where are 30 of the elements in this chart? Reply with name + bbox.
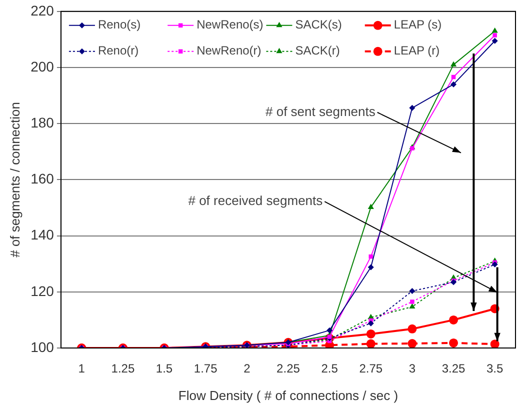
annotation: # of received segments <box>188 193 324 208</box>
legend-label: SACK(r) <box>295 44 340 58</box>
x-tick-label: 1.5 <box>156 362 173 376</box>
y-tick-label: 100 <box>30 338 54 355</box>
x-axis-title: Flow Density ( # of connections / sec ) <box>178 388 398 403</box>
legend-label: SACK(s) <box>295 18 342 32</box>
y-tick-label: 180 <box>30 114 54 130</box>
annotation: # of sent segments <box>266 104 376 119</box>
x-tick-label: 1 <box>78 362 86 376</box>
x-tick-label: 3 <box>408 362 416 376</box>
y-axis-title: # of segments / connection <box>7 102 22 258</box>
x-tick-label: 2.25 <box>276 362 300 376</box>
legend-label: NewReno(r) <box>196 44 262 58</box>
y-tick-label: 200 <box>30 58 54 74</box>
legend-label: NewReno(s) <box>196 18 264 32</box>
legend-label: Reno(s) <box>98 18 141 32</box>
x-tick-label: 2 <box>244 362 251 376</box>
x-tick-label: 2.75 <box>359 362 383 376</box>
legend-label: LEAP (s) <box>394 18 442 32</box>
y-tick-label: 160 <box>30 170 54 187</box>
y-tick-label: 120 <box>30 282 54 299</box>
x-tick-label: 1.75 <box>194 362 218 376</box>
x-tick-label: 3.25 <box>442 362 466 376</box>
y-tick-label: 220 <box>30 2 54 18</box>
legend-label: Reno(r) <box>98 44 139 58</box>
x-tick-label: 2.5 <box>321 362 338 376</box>
x-tick-label: 3.5 <box>486 362 504 376</box>
x-tick-label: 1.25 <box>111 362 135 376</box>
y-tick-label: 140 <box>30 226 54 243</box>
legend-label: LEAP (r) <box>394 44 440 58</box>
